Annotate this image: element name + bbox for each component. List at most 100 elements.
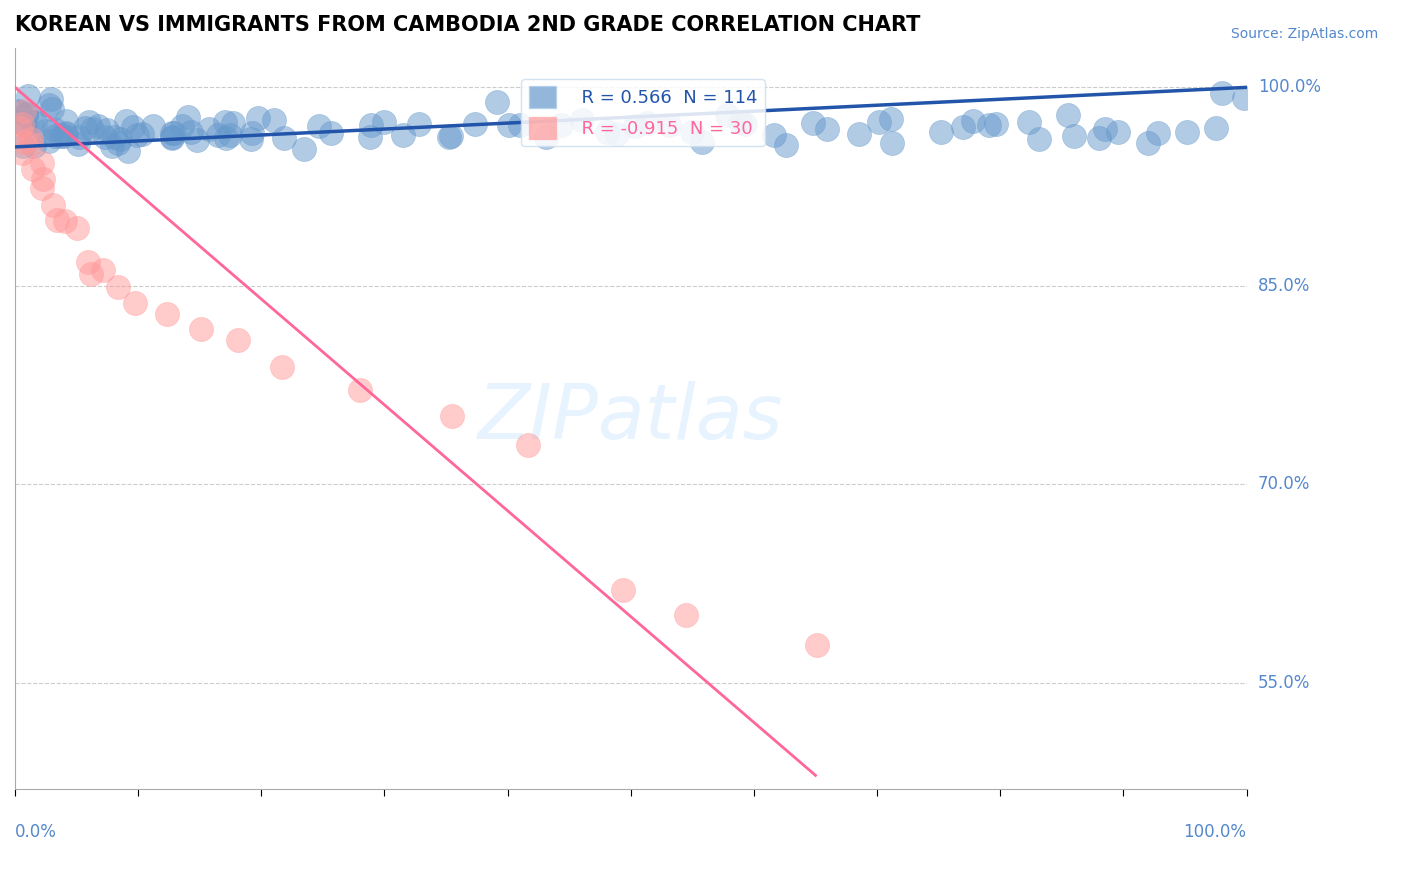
Point [101, 139, 124, 153]
Point [681, 125, 703, 139]
Point [1094, 121, 1116, 136]
Point [273, 130, 295, 145]
Text: ZIPatlas: ZIPatlas [478, 381, 783, 455]
Point [13, 103, 35, 118]
Point [962, 113, 984, 128]
Point [763, 128, 786, 142]
Point [180, 125, 202, 139]
Point [440, 128, 463, 143]
Point [534, 129, 557, 144]
Point [690, 136, 713, 150]
Point [77, 255, 100, 269]
Point [87, 120, 110, 134]
Point [21, 114, 44, 128]
Point [636, 116, 658, 130]
Point [44, 121, 66, 136]
Point [734, 117, 756, 131]
Point [51, 129, 73, 144]
Point [1211, 87, 1233, 101]
Point [15, 108, 38, 122]
Point [7, 103, 30, 118]
Point [240, 126, 263, 140]
Point [1175, 125, 1198, 139]
Point [163, 126, 186, 140]
Point [571, 112, 593, 127]
Text: Source: ZipAtlas.com: Source: ZipAtlas.com [1230, 27, 1378, 41]
Point [984, 117, 1007, 131]
Point [34, 123, 56, 137]
Point [349, 384, 371, 398]
Text: 85.0%: 85.0% [1258, 277, 1310, 295]
Point [228, 333, 250, 347]
Point [38, 97, 60, 112]
Point [107, 280, 129, 294]
Point [117, 144, 139, 158]
Point [82, 121, 104, 136]
Point [53, 129, 76, 144]
Point [115, 114, 138, 128]
Text: KOREAN VS IMMIGRANTS FROM CAMBODIA 2ND GRADE CORRELATION CHART: KOREAN VS IMMIGRANTS FROM CAMBODIA 2ND G… [15, 15, 921, 35]
Point [67, 130, 90, 145]
Point [596, 124, 619, 138]
Point [222, 116, 245, 130]
Point [172, 119, 194, 133]
Point [1018, 114, 1040, 128]
Point [509, 119, 531, 133]
Point [13, 139, 35, 153]
Point [186, 133, 208, 147]
Point [77, 115, 100, 129]
Point [440, 409, 463, 423]
Point [292, 142, 315, 156]
Point [675, 608, 697, 623]
Point [612, 583, 634, 598]
Point [360, 119, 382, 133]
Point [177, 110, 200, 124]
Point [806, 638, 828, 652]
Point [131, 127, 153, 141]
Point [977, 118, 1000, 132]
Point [464, 117, 486, 131]
Point [391, 128, 413, 143]
Point [31, 156, 53, 170]
Point [10, 114, 32, 128]
Point [214, 114, 236, 128]
Point [103, 130, 125, 145]
Point [14, 118, 37, 132]
Point [22, 139, 45, 153]
Point [1205, 120, 1227, 135]
Point [308, 119, 330, 133]
Point [658, 118, 681, 132]
Point [39, 92, 62, 106]
Point [1147, 126, 1170, 140]
Point [373, 115, 395, 129]
Point [107, 136, 129, 151]
Point [1063, 128, 1085, 143]
Point [15, 107, 38, 121]
Point [801, 116, 824, 130]
Point [880, 136, 903, 151]
Point [160, 130, 183, 145]
Point [44, 129, 66, 144]
Point [270, 359, 292, 374]
Point [75, 120, 97, 135]
Point [550, 118, 572, 132]
Point [517, 438, 540, 452]
Point [848, 127, 870, 141]
Point [815, 121, 838, 136]
Point [775, 138, 797, 153]
Point [408, 117, 430, 131]
Point [125, 128, 148, 143]
Point [498, 118, 520, 132]
Point [8, 121, 31, 136]
Point [218, 128, 240, 143]
Text: 100.0%: 100.0% [1184, 823, 1247, 841]
Point [53, 214, 76, 228]
Point [55, 114, 77, 128]
Point [1107, 125, 1129, 139]
Point [20, 132, 42, 146]
Point [24, 115, 46, 129]
Point [246, 112, 269, 126]
Point [1057, 107, 1080, 121]
Point [1088, 130, 1111, 145]
Point [1233, 91, 1256, 105]
